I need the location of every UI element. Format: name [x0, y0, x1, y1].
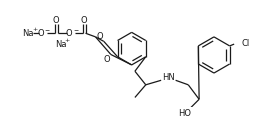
Text: +: +	[65, 38, 70, 43]
Text: −: −	[73, 27, 78, 32]
Text: Na: Na	[22, 29, 34, 38]
Text: HN: HN	[162, 73, 175, 82]
Text: +: +	[32, 27, 38, 32]
Text: Cl: Cl	[242, 39, 250, 48]
Text: O: O	[103, 55, 110, 63]
Text: Na: Na	[55, 40, 66, 49]
Text: −: −	[45, 27, 50, 32]
Text: HO: HO	[178, 109, 191, 118]
Text: O: O	[97, 32, 104, 41]
Text: O: O	[66, 29, 73, 38]
Text: O: O	[81, 16, 87, 25]
Text: O: O	[53, 16, 59, 25]
Text: O: O	[38, 29, 44, 38]
